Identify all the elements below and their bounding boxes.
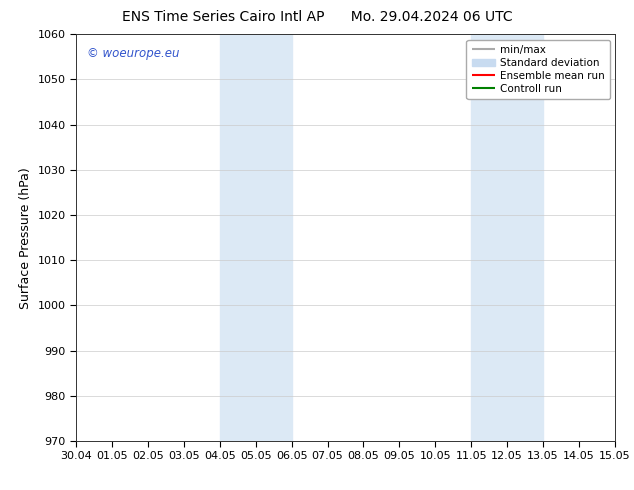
Bar xyxy=(471,34,543,441)
Text: ENS Time Series Cairo Intl AP      Mo. 29.04.2024 06 UTC: ENS Time Series Cairo Intl AP Mo. 29.04.… xyxy=(122,10,512,24)
Bar xyxy=(220,34,292,441)
Y-axis label: Surface Pressure (hPa): Surface Pressure (hPa) xyxy=(19,167,32,309)
Text: © woeurope.eu: © woeurope.eu xyxy=(87,47,179,59)
Legend: min/max, Standard deviation, Ensemble mean run, Controll run: min/max, Standard deviation, Ensemble me… xyxy=(467,40,610,99)
